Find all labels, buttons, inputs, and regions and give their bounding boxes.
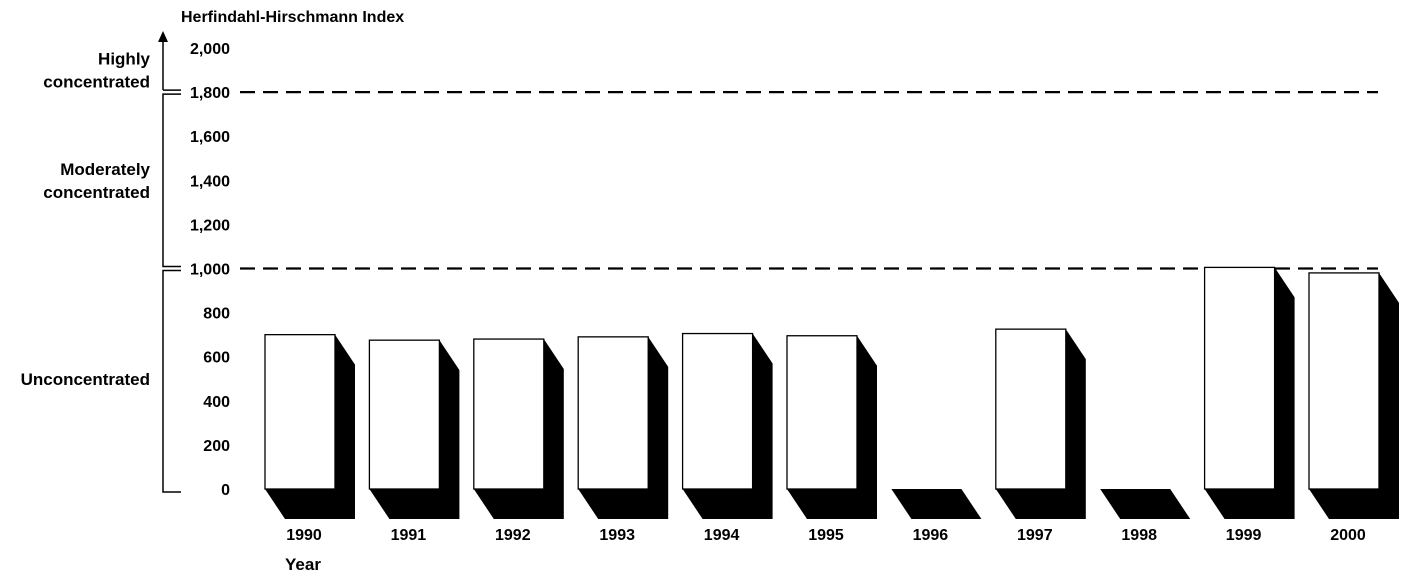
region-label: concentrated [43,183,150,202]
y-axis-label: Herfindahl-Hirschmann Index [181,9,404,26]
y-tick-label: 2,000 [190,41,230,58]
bar [995,328,1086,519]
bar-shadow [265,334,355,519]
bar-face [1308,272,1380,490]
x-tick-label: 1998 [1121,527,1157,544]
bar [786,335,877,519]
x-tick-label: 1993 [599,527,635,544]
bracket-line [162,269,181,493]
y-tick-label: 600 [203,350,230,367]
bar-shadow [682,333,773,519]
bar-shadow [1204,267,1295,519]
y-tick-label: 1,600 [190,129,230,146]
bar-base [1100,489,1191,519]
y-axis-ticks: 0 200 400 600 800 1,000 1,200 1,400 1,600 1,800 2,… [190,41,230,499]
bracket-line [162,93,181,268]
bar [264,333,355,519]
x-axis-label: Year [285,555,321,574]
region-label: Unconcentrated [21,370,150,389]
threshold-lines [240,90,1378,270]
x-axis-ticks: 1990 1991 1992 1993 1994 1995 1996 1997 1998 1999… [286,527,1366,544]
bar-shadow [578,336,669,519]
region-label: Moderately [60,160,150,179]
bar-shadow [369,340,460,519]
bar [891,489,982,519]
bar [577,336,669,519]
y-tick-label: 1,000 [190,262,230,279]
bar-face [473,338,545,490]
bar-shadow [473,339,564,519]
bar-face [786,335,858,490]
y-tick-label: 1,800 [190,85,230,102]
bar [368,339,460,519]
x-tick-label: 1994 [704,527,740,544]
bar-base [891,489,982,519]
concentration-regions: Highly concentrated Moderately concentrated… [21,31,181,493]
bar [1100,489,1191,519]
bar-shadow [1309,272,1399,519]
x-tick-label: 1990 [286,527,322,544]
y-tick-label: 400 [203,394,230,411]
bar-shadow [995,329,1086,519]
x-tick-label: 1999 [1226,527,1262,544]
bar-shadow [787,335,877,519]
axis-arrowhead [158,31,168,42]
bar [1203,266,1295,519]
bar-face [1203,266,1276,490]
bar-face [995,328,1067,490]
region-bracket: Moderately concentrated [43,93,181,268]
x-tick-label: 1996 [913,527,949,544]
x-tick-label: 1995 [808,527,844,544]
bar-face [264,333,336,490]
bar [1308,272,1399,519]
region-label: Highly [98,50,150,69]
bars [264,266,1399,519]
region-bracket: Unconcentrated [21,269,181,493]
y-tick-label: 200 [203,438,230,455]
bar-face [577,336,649,490]
y-tick-label: 1,200 [190,217,230,234]
bar-face [681,332,754,490]
y-tick-label: 1,400 [190,173,230,190]
x-tick-label: 1992 [495,527,531,544]
bar [681,332,773,519]
y-tick-label: 0 [221,482,230,499]
region-label: concentrated [43,73,150,92]
bar [473,338,564,519]
bar-face [368,339,441,490]
region-bracket: Highly concentrated [43,31,181,92]
x-tick-label: 1991 [391,527,427,544]
x-tick-label: 2000 [1330,527,1366,544]
y-tick-label: 800 [203,306,230,323]
x-tick-label: 1997 [1017,527,1053,544]
